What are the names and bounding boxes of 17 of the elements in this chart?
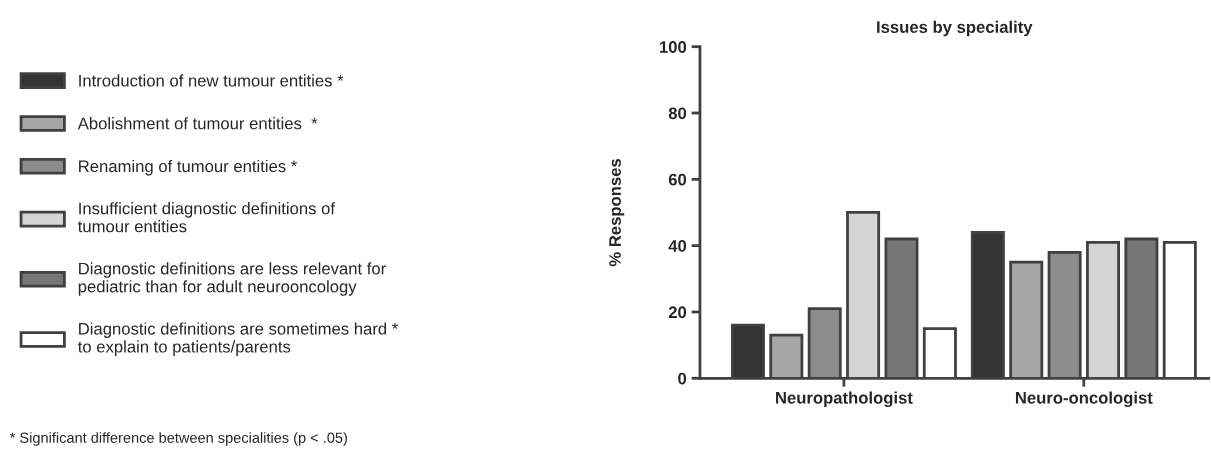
legend-label: Renaming of tumour entities * xyxy=(79,159,298,176)
x-tick-label: Neuro-oncologist xyxy=(1015,391,1153,408)
chart-title: Issues by speciality xyxy=(877,20,1033,37)
legend-label: Diagnostic definitions are sometimes hard * to explain to patients/parents xyxy=(77,322,398,356)
legend-label: Abolishment of tumour entities * xyxy=(77,117,318,130)
legend-label: Introduction of new tumour entities * xyxy=(79,74,344,87)
y-tick-label: 20 xyxy=(668,306,687,319)
y-tick-label: 100 xyxy=(660,41,687,53)
x-tick-label: Neuropathologist xyxy=(776,391,913,408)
y-axis-title: % Responses xyxy=(609,158,625,267)
text: * Significant difference between specialities (p < .05) xyxy=(9,432,347,446)
y-tick-label: 60 xyxy=(668,173,687,186)
legend-label: Insufficient diagnostic definitions of tumour entities xyxy=(77,202,336,233)
y-tick-label: 0 xyxy=(678,372,687,385)
y-tick-label: 40 xyxy=(668,240,687,252)
y-tick-label: 80 xyxy=(668,107,687,120)
legend-label: Diagnostic definitions are less relevant for pediatric than for adult neurooncology xyxy=(78,262,386,296)
